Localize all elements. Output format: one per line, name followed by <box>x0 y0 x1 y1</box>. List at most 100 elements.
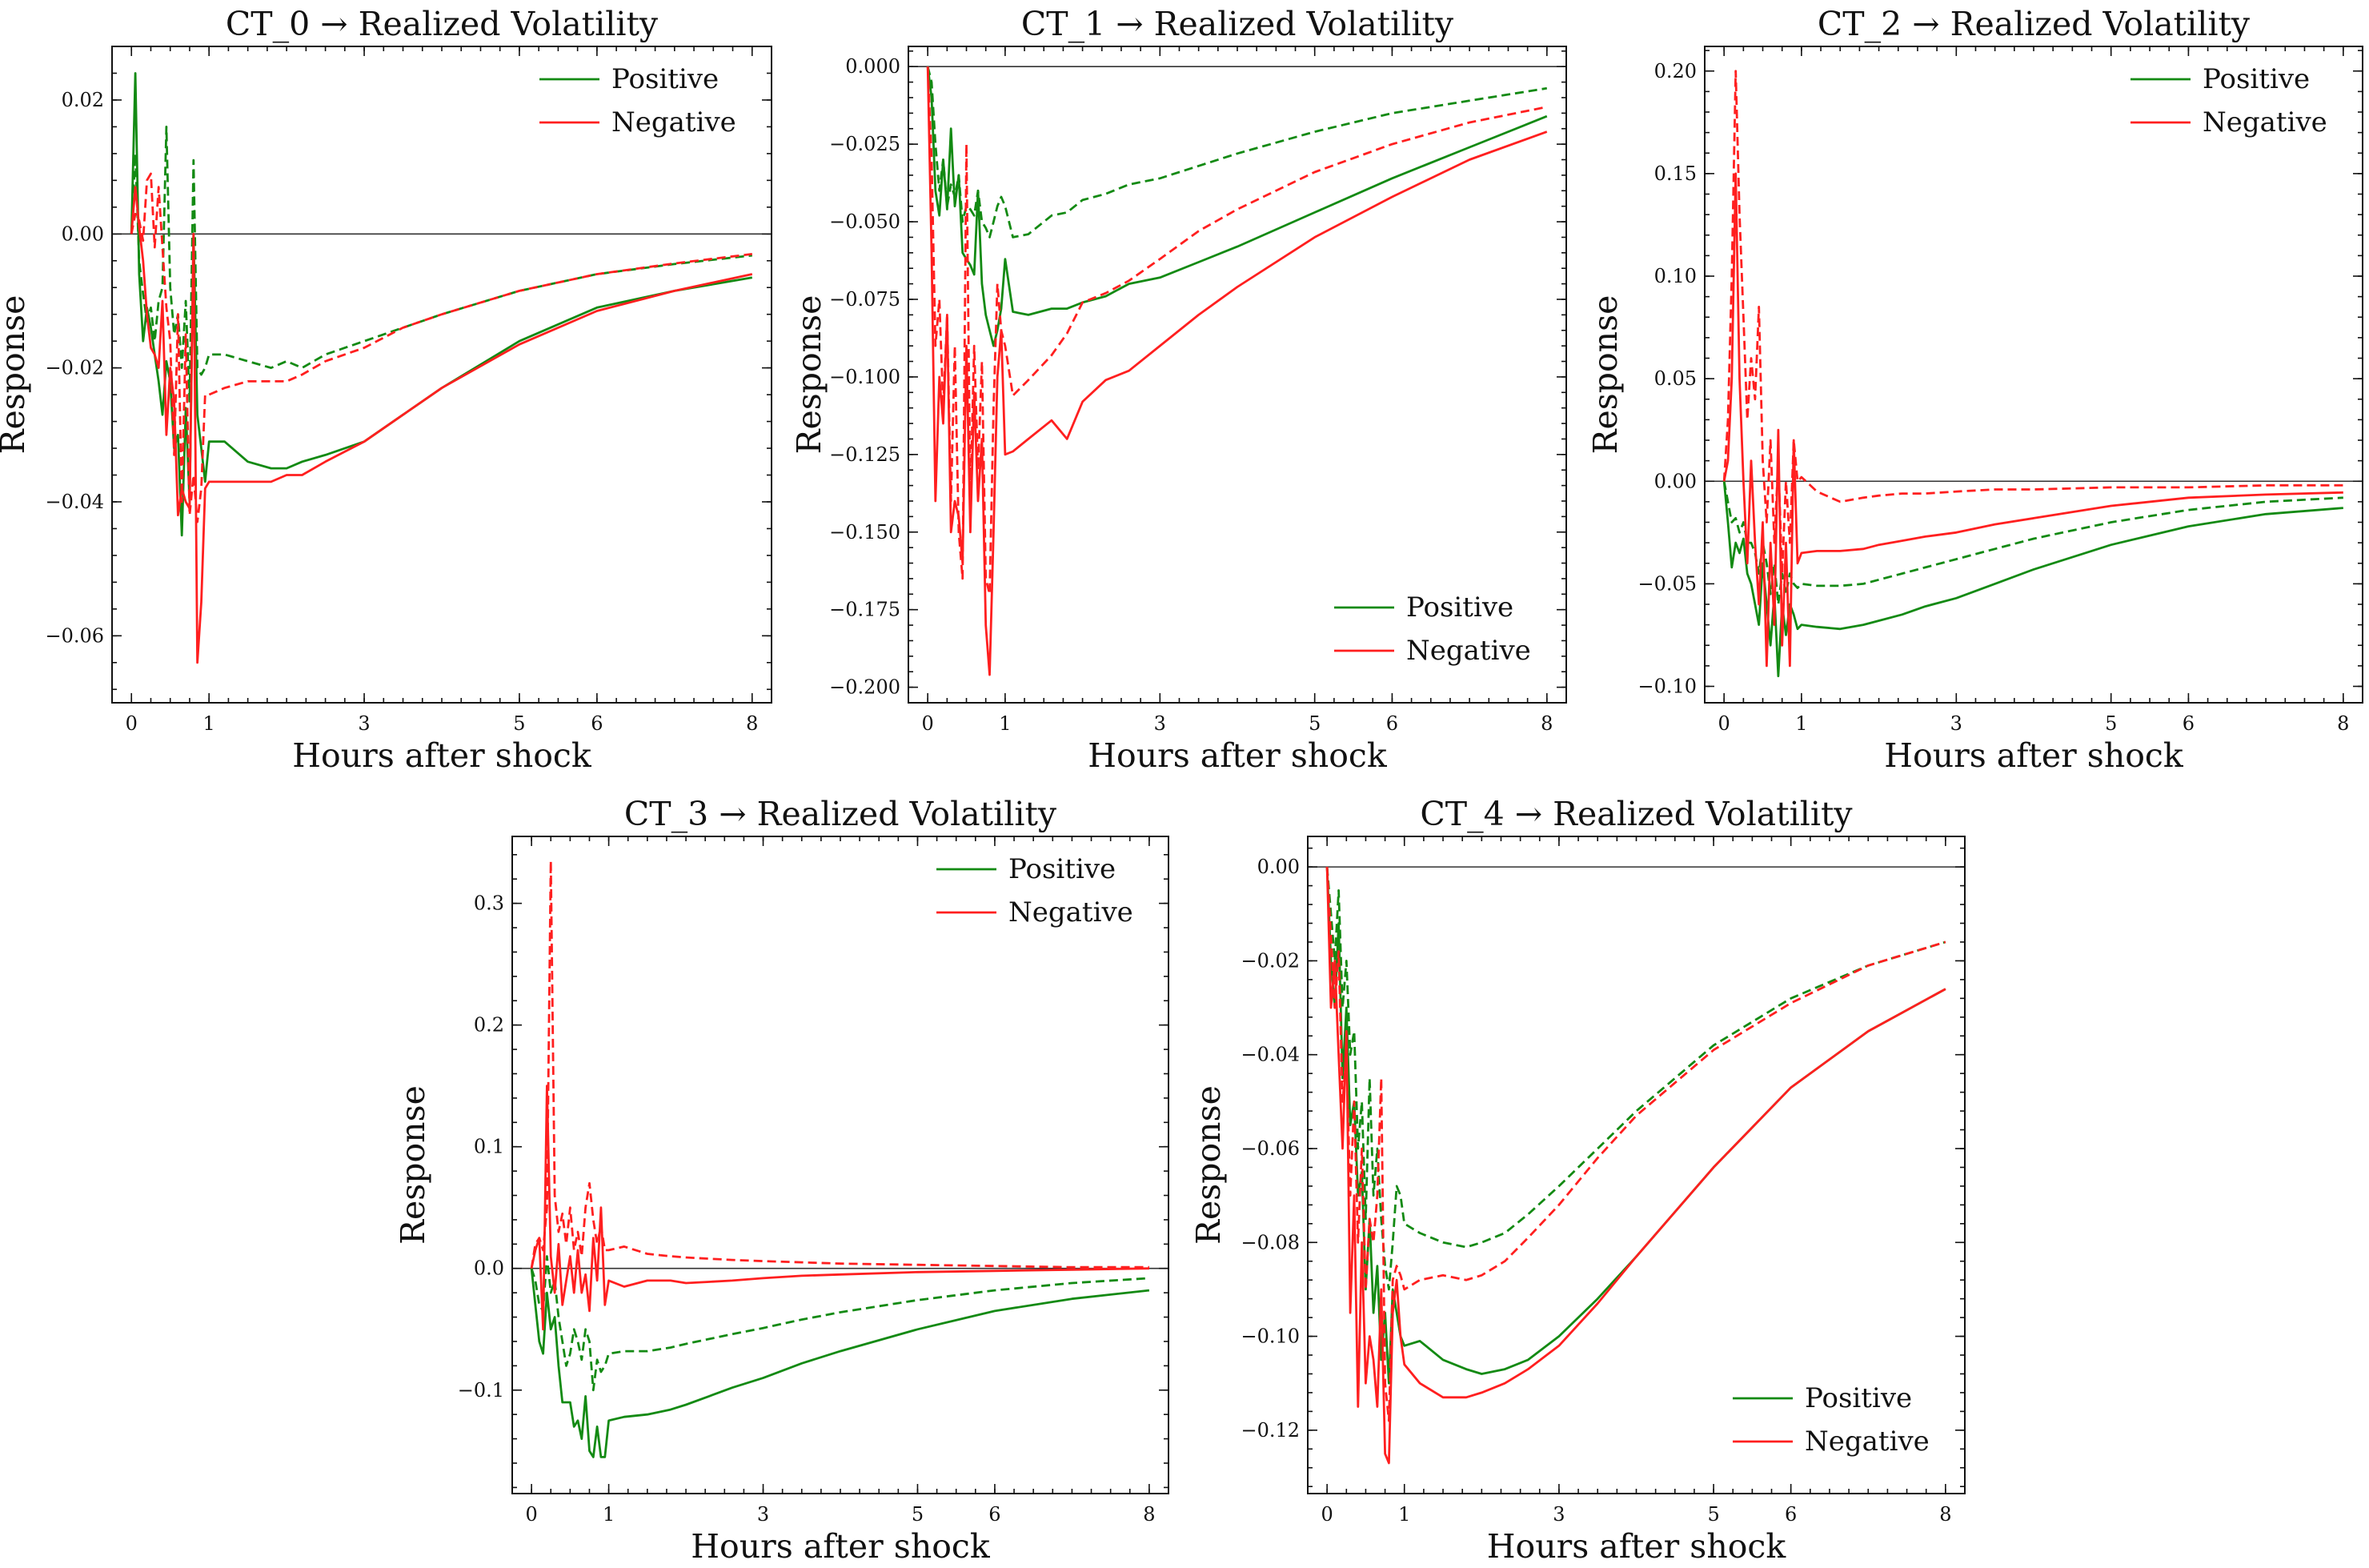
series-line-negative-dashed <box>1722 70 2343 575</box>
series-line-positive-dashed <box>530 1255 1149 1392</box>
x-tick-label: 1 <box>1795 712 1807 735</box>
legend: Positive Negative <box>936 853 1133 928</box>
y-tick-label: −0.04 <box>45 491 104 513</box>
series-line-positive-solid <box>926 66 1548 347</box>
x-tick-label: 3 <box>1154 712 1166 735</box>
chart-title: CT_0 → Realized Volatility <box>226 5 659 43</box>
series-line-negative-dashed <box>130 172 752 523</box>
y-tick-label: 0.10 <box>1654 265 1697 287</box>
series-line-negative-solid <box>1722 172 2343 668</box>
y-tick-label: −0.04 <box>1241 1044 1300 1066</box>
chart-title: CT_4 → Realized Volatility <box>1420 795 1853 833</box>
legend-label-negative: Negative <box>1805 1426 1930 1458</box>
x-tick-label: 8 <box>1143 1503 1155 1526</box>
chart-panel-1: 0 1 3 5 6 8 −0.200 −0.175 −0.150 −0.125 −0.100 −0.0… <box>790 5 1567 775</box>
y-tick-label: −0.02 <box>45 357 104 379</box>
legend-label-negative: Negative <box>1406 635 1531 667</box>
x-axis-label: Hours after shock <box>1088 736 1388 775</box>
plot-frame <box>511 836 1169 1494</box>
legend-label-positive: Positive <box>2203 63 2310 95</box>
series-line-negative-solid <box>926 66 1548 676</box>
y-tick-label: 0.00 <box>1654 470 1697 492</box>
y-axis-label: Response <box>394 1085 432 1245</box>
y-axis-label: Response <box>0 295 32 455</box>
series-line-positive-dashed <box>1325 866 1946 1291</box>
series-line-negative-dashed <box>530 860 1149 1269</box>
y-tick-label: −0.12 <box>1241 1419 1300 1442</box>
y-tick-label: −0.06 <box>45 624 104 647</box>
chart-panel-4: 0 1 3 5 6 8 −0.12 −0.10 −0.08 −0.06 −0.04 −0.02 0.00… <box>1189 795 1966 1566</box>
series-line-positive-solid <box>1325 867 1946 1385</box>
x-tick-label: 1 <box>603 1503 615 1526</box>
series-line-negative-dashed <box>926 66 1548 596</box>
x-tick-label: 6 <box>1386 712 1398 735</box>
x-tick-label: 0 <box>1718 712 1730 735</box>
legend-label-negative: Negative <box>611 106 736 138</box>
y-axis-label: Response <box>1586 295 1625 455</box>
legend: Positive Negative <box>2130 63 2327 138</box>
legend-label-positive: Positive <box>1008 853 1116 885</box>
x-tick-label: 6 <box>591 712 603 735</box>
x-tick-label: 0 <box>922 712 934 735</box>
series-line-negative-solid <box>130 186 753 664</box>
x-tick-label: 8 <box>2337 712 2349 735</box>
y-tick-label: −0.200 <box>829 676 900 699</box>
y-tick-label: −0.025 <box>829 133 900 155</box>
x-axis-label: Hours after shock <box>1487 1527 1787 1566</box>
y-tick-label: 0.00 <box>62 223 104 245</box>
legend: Positive Negative <box>1334 592 1531 667</box>
y-tick-label: −0.10 <box>1241 1325 1300 1348</box>
x-tick-label: 5 <box>513 712 525 735</box>
y-tick-label: −0.175 <box>829 599 900 621</box>
plot-frame <box>111 46 772 704</box>
y-axis-label: Response <box>1189 1085 1228 1245</box>
y-tick-label: 0.05 <box>1654 367 1697 390</box>
y-tick-label: 0.20 <box>1654 60 1697 82</box>
y-tick-label: 0.15 <box>1654 162 1697 185</box>
legend: Positive Negative <box>1733 1382 1930 1458</box>
y-tick-label: −0.08 <box>1241 1231 1300 1253</box>
x-tick-label: 3 <box>1553 1503 1565 1526</box>
y-tick-label: −0.125 <box>829 443 900 466</box>
series-line-positive-solid <box>1722 481 2343 678</box>
y-tick-label: −0.100 <box>829 366 900 388</box>
series-line-negative-dashed <box>1325 867 1946 1422</box>
x-axis-label: Hours after shock <box>292 736 592 775</box>
x-tick-label: 6 <box>1785 1503 1797 1526</box>
legend-label-positive: Positive <box>1406 592 1513 624</box>
y-axis-label: Response <box>790 295 828 455</box>
series-line-positive-dashed <box>130 125 752 403</box>
x-tick-label: 0 <box>1321 1503 1333 1526</box>
x-tick-label: 3 <box>1950 712 1962 735</box>
y-tick-label: 0.02 <box>62 89 104 111</box>
x-tick-label: 1 <box>203 712 215 735</box>
legend-label-positive: Positive <box>611 63 719 95</box>
x-tick-label: 6 <box>988 1503 1000 1526</box>
series-line-positive-solid <box>130 72 753 537</box>
y-tick-label: −0.075 <box>829 288 900 311</box>
y-tick-label: −0.10 <box>1637 676 1697 698</box>
y-tick-label: 0.0 <box>474 1257 504 1280</box>
y-tick-label: −0.05 <box>1637 572 1697 595</box>
chart-title: CT_1 → Realized Volatility <box>1021 5 1454 43</box>
x-tick-label: 5 <box>1707 1503 1719 1526</box>
legend-label-negative: Negative <box>1008 896 1133 928</box>
y-tick-label: 0.3 <box>474 892 504 915</box>
x-tick-label: 5 <box>1309 712 1321 735</box>
chart-title: CT_3 → Realized Volatility <box>624 795 1057 833</box>
chart-panel-2: 0 1 3 5 6 8 −0.10 −0.05 0.00 0.05 0.10 0.15 0.20 CT_2… <box>1586 5 2363 775</box>
y-tick-label: 0.1 <box>474 1136 504 1158</box>
legend-label-negative: Negative <box>2203 106 2327 138</box>
x-tick-label: 5 <box>912 1503 924 1526</box>
x-axis-label: Hours after shock <box>1884 736 2184 775</box>
y-tick-label: −0.02 <box>1241 949 1300 972</box>
x-tick-label: 0 <box>126 712 138 735</box>
x-tick-label: 5 <box>2105 712 2117 735</box>
series-line-negative-solid <box>1325 867 1946 1465</box>
x-tick-label: 8 <box>1541 712 1553 735</box>
x-tick-label: 1 <box>1398 1503 1410 1526</box>
x-axis-label: Hours after shock <box>691 1527 991 1566</box>
plot-frame <box>1704 46 2363 704</box>
y-tick-label: 0.00 <box>1257 856 1300 878</box>
